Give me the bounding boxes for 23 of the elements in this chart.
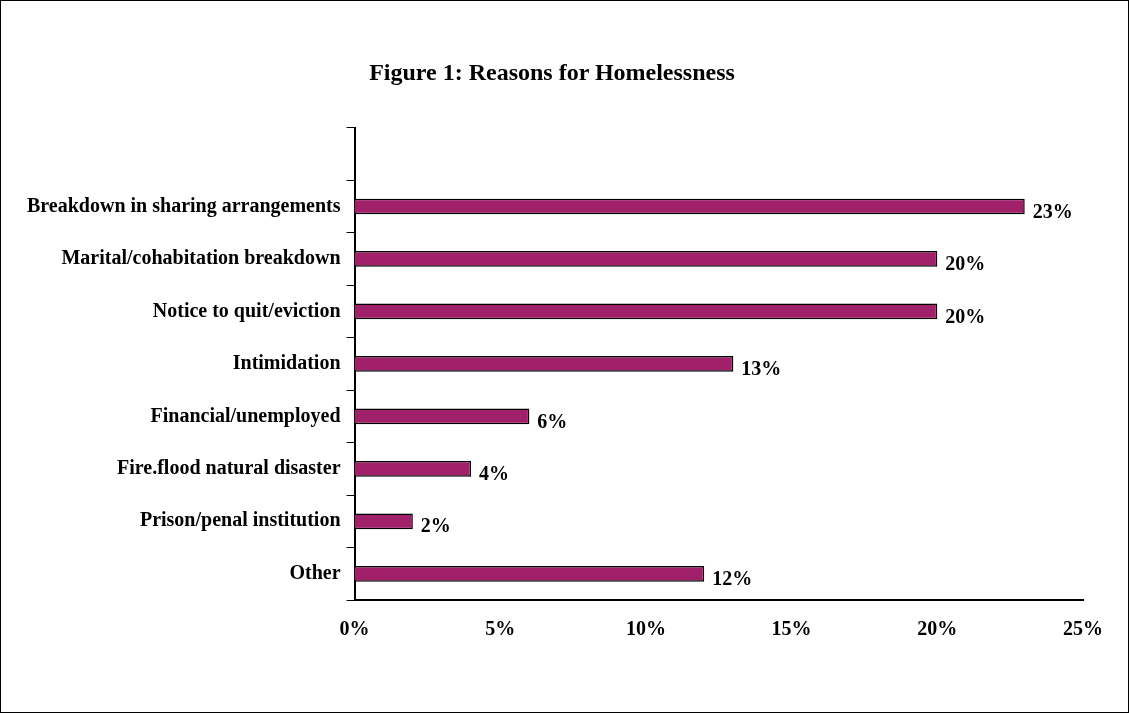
y-tick-label: Marital/cohabitation breakdown [61,246,341,269]
data-label: 13% [741,357,782,380]
data-label: 23% [1032,199,1073,222]
data-label: 6% [537,409,568,432]
y-tick-label: Financial/unemployed [150,403,341,427]
x-tick-label: 5% [485,617,516,640]
data-label: 20% [945,252,986,275]
y-tick-label: Breakdown in sharing arrangements [27,193,341,217]
x-tick-label: 20% [917,617,958,640]
data-label: 4% [479,462,510,485]
x-tick-label: 10% [625,617,666,640]
x-tick-label: 25% [1063,617,1103,640]
y-tick-label: Notice to quit/eviction [152,298,341,322]
data-label: 20% [945,304,986,327]
y-tick-label: Fire.flood natural disaster [117,456,341,479]
data-label: 12% [712,566,753,589]
y-tick-label: Intimidation [232,351,341,374]
y-tick-label: Prison/penal institution [139,508,341,532]
x-tick-label: 0% [339,617,370,640]
y-tick-label: Other [289,560,341,583]
x-tick-label: 15% [771,617,812,640]
data-label: 2% [420,514,451,537]
chart-title: Figure 1: Reasons for Homelessness [369,58,735,85]
